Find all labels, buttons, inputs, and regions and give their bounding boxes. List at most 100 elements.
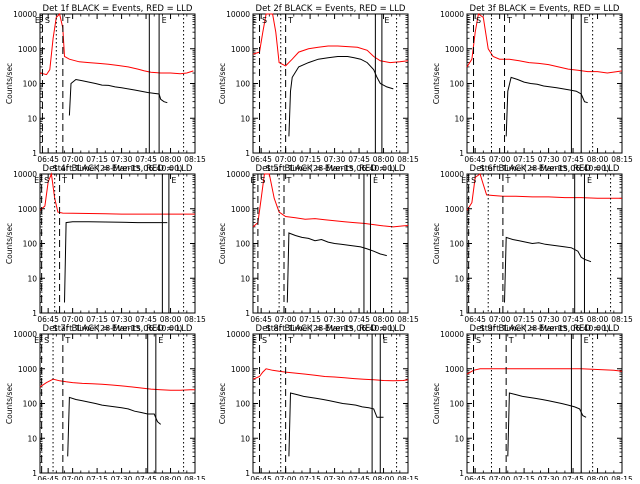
flag-label: E (383, 336, 388, 345)
flag-label: S (262, 336, 267, 345)
y-tick-label: 1 (32, 149, 37, 158)
y-tick-label: 1000 (231, 205, 250, 214)
y-tick-label: 1 (459, 309, 464, 318)
y-tick-label: 10000 (440, 170, 464, 179)
x-tick-label: 07:00 (489, 315, 511, 324)
x-tick-label: 07:45 (562, 155, 584, 164)
y-tick-label: 10 (240, 114, 250, 123)
y-tick-label: 10000 (226, 170, 250, 179)
panel-title: Det 6f BLACK = Events, RED = LLD (470, 164, 620, 174)
flag-label: E (466, 336, 471, 345)
panel-title: Det 5f BLACK = Events, RED = LLD (256, 164, 406, 174)
panel-title: Det 9f BLACK = Events, RED = LLD (470, 324, 620, 334)
x-tick-label: 08:00 (373, 315, 395, 324)
y-tick-label: 1000 (18, 45, 37, 54)
x-tick-label: 08:15 (397, 315, 419, 324)
y-tick-label: 10 (27, 114, 37, 123)
x-tick-label: 06:45 (464, 315, 486, 324)
series-line-events (288, 56, 394, 137)
y-tick-label: 1000 (18, 205, 37, 214)
y-tick-label: 1 (245, 149, 250, 158)
x-tick-label: 07:15 (86, 475, 108, 480)
flag-label: T (504, 176, 510, 185)
y-tick-label: 10 (240, 434, 250, 443)
y-tick-label: 1 (245, 469, 250, 478)
y-axis-label: Counts/sec (5, 63, 14, 104)
flag-label: E (34, 336, 39, 345)
x-tick-label: 07:30 (538, 475, 560, 480)
series-line-events (67, 396, 162, 457)
x-tick-label: 08:00 (587, 475, 609, 480)
y-tick-label: 1000 (231, 365, 250, 374)
plot-frame (252, 333, 409, 474)
panel-title: Det 1f BLACK = Events, RED = LLD (43, 4, 193, 14)
x-tick-label: 07:45 (348, 155, 370, 164)
x-tick-label: 07:15 (513, 475, 535, 480)
x-tick-label: 07:45 (562, 475, 584, 480)
panel-det-9: Det 9f BLACK = Events, RED = LLD 1 10 100 10… (432, 324, 633, 484)
x-tick-label: 06:45 (464, 475, 486, 480)
flag-label: T (508, 336, 514, 345)
plot-frame (252, 173, 409, 314)
y-tick-label: 10 (454, 274, 464, 283)
y-tick-label: 100 (236, 240, 251, 249)
y-tick-label: 10000 (13, 170, 37, 179)
flag-label: E (466, 16, 471, 25)
series-line-events (286, 232, 387, 303)
x-tick-label: 07:45 (135, 475, 157, 480)
x-tick-label: 07:15 (86, 315, 108, 324)
panel-title: Det 3f BLACK = Events, RED = LLD (470, 4, 620, 14)
x-tick-label: 07:00 (275, 475, 297, 480)
x-tick-label: 08:00 (160, 155, 182, 164)
y-tick-label: 10 (27, 274, 37, 283)
y-tick-label: 1 (32, 309, 37, 318)
panel-det-6: Det 6f BLACK = Events, RED = LLD 1 10 100 10… (432, 164, 633, 333)
panel-det-5: Det 5f BLACK = Events, RED = LLD 1 10 100 10… (218, 164, 419, 333)
flag-label: S (476, 336, 481, 345)
y-tick-label: 1 (459, 149, 464, 158)
series-line-events (288, 392, 384, 457)
x-tick-label: 06:45 (250, 315, 272, 324)
plot-frame (39, 173, 196, 314)
y-tick-label: 1000 (18, 365, 37, 374)
series-line-lld (466, 13, 623, 74)
flag-label: T (506, 16, 512, 25)
y-axis-label: Counts/sec (5, 223, 14, 264)
flag-label: S (262, 16, 267, 25)
series-line-lld (466, 173, 622, 211)
panel-det-7: Det 7f BLACK = Events, RED = LLD 1 10 100 10… (5, 324, 206, 484)
x-tick-label: 06:45 (37, 155, 59, 164)
x-tick-label: 08:00 (587, 315, 609, 324)
x-tick-label: 07:00 (62, 315, 84, 324)
x-tick-label: 06:45 (250, 475, 272, 480)
flag-label: E (461, 176, 466, 185)
flag-label: E (584, 336, 589, 345)
x-axis-label: Start Time (28-Mar-15 06:40:00) (53, 164, 183, 173)
series-line-lld (252, 13, 409, 67)
x-tick-label: 07:15 (299, 155, 321, 164)
y-tick-label: 10000 (13, 10, 37, 19)
y-tick-label: 10000 (226, 10, 250, 19)
y-tick-label: 10000 (226, 330, 250, 339)
x-tick-label: 07:15 (86, 155, 108, 164)
series-line-events (64, 221, 168, 303)
x-tick-label: 08:15 (611, 475, 633, 480)
y-tick-label: 1 (32, 469, 37, 478)
series-line-lld (252, 368, 409, 382)
y-axis-label: Counts/sec (432, 63, 441, 104)
flag-label: T (287, 336, 293, 345)
series-line-lld (39, 12, 194, 76)
x-tick-label: 07:15 (513, 155, 535, 164)
panel-title: Det 7f BLACK = Events, RED = LLD (43, 324, 193, 334)
flag-label: E (252, 336, 257, 345)
y-tick-label: 100 (23, 80, 38, 89)
flag-label: E (250, 176, 255, 185)
flag-label: S (44, 176, 49, 185)
y-tick-label: 10000 (13, 330, 37, 339)
y-axis-label: Counts/sec (218, 383, 227, 424)
x-tick-label: 08:00 (160, 315, 182, 324)
x-tick-label: 08:00 (160, 475, 182, 480)
y-tick-label: 1000 (231, 45, 250, 54)
y-tick-label: 1 (245, 309, 250, 318)
